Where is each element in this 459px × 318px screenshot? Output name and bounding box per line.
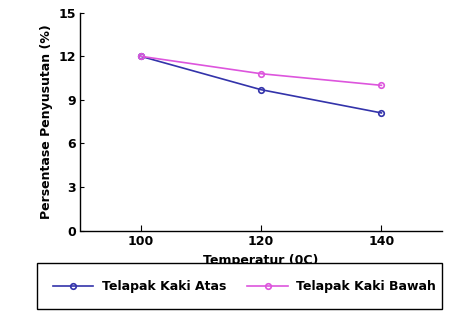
Text: Telapak Kaki Atas: Telapak Kaki Atas — [101, 280, 225, 293]
Text: Telapak Kaki Bawah: Telapak Kaki Bawah — [295, 280, 435, 293]
FancyBboxPatch shape — [37, 263, 441, 309]
Telapak Kaki Atas — [378, 111, 383, 115]
Telapak Kaki Bawah — [258, 72, 263, 76]
X-axis label: Temperatur (0C): Temperatur (0C) — [203, 254, 318, 267]
Y-axis label: Persentase Penyusutan (%): Persentase Penyusutan (%) — [39, 24, 52, 219]
Telapak Kaki Atas — [138, 54, 143, 58]
Telapak Kaki Atas — [258, 88, 263, 92]
Telapak Kaki Bawah — [378, 83, 383, 87]
Line: Telapak Kaki Bawah: Telapak Kaki Bawah — [138, 53, 383, 88]
Line: Telapak Kaki Atas: Telapak Kaki Atas — [138, 53, 383, 116]
Telapak Kaki Bawah — [138, 54, 143, 58]
